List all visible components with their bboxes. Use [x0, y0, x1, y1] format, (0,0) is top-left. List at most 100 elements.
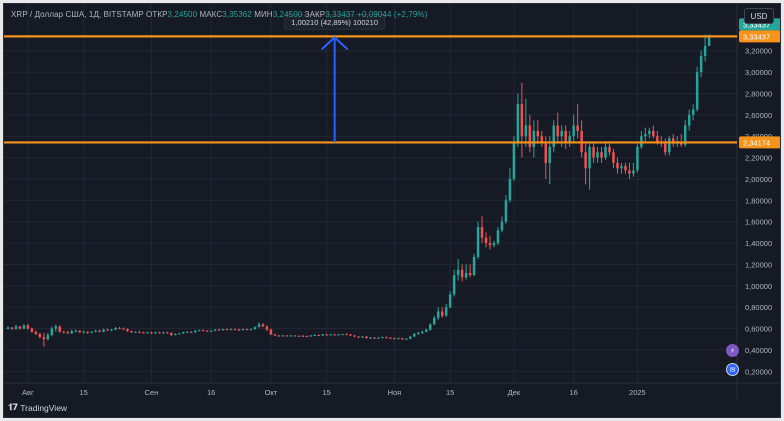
candle-body	[170, 332, 173, 335]
candle-body	[381, 337, 384, 339]
candle-body	[98, 330, 101, 332]
tradingview-logo-icon: 𝟏𝟳	[8, 402, 18, 412]
candle-body	[10, 327, 14, 330]
open-label: ОТКР	[146, 10, 168, 19]
support-price-tag: 2,34174	[743, 138, 770, 147]
high-value: 3,35362	[222, 10, 252, 19]
news-icon[interactable]: ✉	[726, 363, 739, 376]
candle-body	[305, 336, 309, 338]
brand-name: TradingView	[20, 402, 68, 413]
tradingview-brand[interactable]: 𝟏𝟳 TradingView	[8, 402, 67, 413]
candle-body	[114, 328, 117, 330]
candle-body	[265, 326, 269, 330]
candle-body	[432, 317, 436, 325]
candle-body	[78, 330, 81, 333]
y-tick-label: 1,00000	[745, 282, 772, 291]
symbol-legend: XRP / Доллар США, 1Д, BITSTAMP ОТКР3,245…	[11, 10, 427, 19]
candle-body	[393, 338, 396, 340]
resistance-price-tag-box	[739, 30, 780, 43]
candle-body	[648, 130, 651, 135]
candle-body	[329, 334, 332, 336]
candle-body	[317, 334, 320, 336]
x-tick-label: 15	[323, 388, 331, 397]
candle-body	[520, 104, 524, 137]
candle-body	[616, 162, 619, 169]
candle-body	[544, 141, 548, 163]
candle-body	[417, 332, 420, 334]
candle-body	[409, 336, 412, 339]
y-tick-label: 0,20000	[745, 367, 772, 376]
candle-body	[277, 335, 281, 337]
lightning-icon[interactable]: ⚡	[726, 344, 739, 357]
x-tick-label: Окт	[265, 388, 278, 397]
y-tick-label: 0,80000	[745, 303, 772, 312]
candle-body	[26, 325, 30, 329]
x-tick-label: Ноя	[388, 388, 402, 397]
symbol-name[interactable]: XRP / Доллар США, 1Д, BITSTAMP	[11, 10, 144, 19]
candle-body	[205, 330, 209, 332]
candle-body	[707, 36, 711, 46]
candle-body	[361, 336, 364, 338]
candle-body	[225, 329, 229, 331]
candle-body	[460, 269, 464, 278]
candle-body	[333, 334, 336, 336]
candle-body	[82, 331, 85, 333]
x-tick-label: 16	[569, 388, 577, 397]
candle-body	[703, 45, 707, 57]
candle-body	[405, 338, 408, 340]
candle-body	[162, 332, 165, 334]
candle-body	[468, 272, 472, 276]
candle-body	[496, 230, 500, 244]
candle-body	[377, 337, 380, 339]
x-tick-label: Авг	[22, 388, 34, 397]
y-tick-label: 1,80000	[745, 196, 772, 205]
candle-body	[138, 331, 141, 333]
candle-body	[106, 329, 109, 331]
candle-body	[126, 329, 129, 332]
candle-body	[656, 136, 659, 142]
candle-body	[166, 332, 169, 334]
candle-body	[122, 328, 125, 330]
measure-label: 1,00210 (42,89%) 100210	[291, 18, 378, 27]
candle-body	[683, 125, 687, 145]
candle-body	[70, 331, 73, 334]
close-value: 3,33437	[325, 10, 355, 19]
y-tick-label: 0,60000	[745, 325, 772, 334]
close-label: ЗАКР	[304, 10, 326, 19]
candlestick-chart[interactable]: 1,00210 (42,89%) 100210 3,20000 3,00000 2,8…	[4, 4, 781, 418]
measure-arrow-head	[320, 35, 349, 51]
candle-body	[62, 331, 66, 333]
candle-body	[253, 326, 257, 330]
candle-body	[158, 332, 161, 334]
x-tick-label: 15	[80, 388, 88, 397]
candle-body	[365, 336, 368, 339]
candle-body	[556, 125, 559, 137]
candle-body	[695, 72, 699, 110]
currency-button[interactable]: USD	[744, 8, 774, 24]
candle-body	[237, 329, 241, 331]
candle-body	[608, 146, 611, 153]
candle-body	[385, 337, 388, 339]
candle-body	[500, 221, 504, 231]
candle-body	[54, 326, 58, 329]
candle-body	[30, 328, 34, 332]
candle-body	[687, 114, 691, 126]
candle-body	[488, 243, 492, 246]
y-tick-label: 1,40000	[745, 239, 772, 248]
candle-body	[429, 324, 432, 330]
candle-body	[664, 143, 667, 153]
candle-body	[476, 227, 480, 257]
candle-body	[337, 334, 340, 336]
candle-body	[34, 331, 38, 334]
y-tick-label: 3,20000	[745, 47, 772, 56]
y-tick-label: 2,60000	[745, 111, 772, 120]
support-price-tag-box	[739, 136, 780, 149]
high-label: МАКС	[199, 10, 223, 19]
candle-body	[612, 152, 615, 163]
candle-body	[508, 178, 512, 201]
last-price-tag: 3,33437	[743, 20, 770, 29]
candle-body	[46, 334, 50, 340]
candle-body	[584, 152, 587, 169]
candle-body	[357, 336, 360, 338]
candle-body	[484, 237, 488, 244]
